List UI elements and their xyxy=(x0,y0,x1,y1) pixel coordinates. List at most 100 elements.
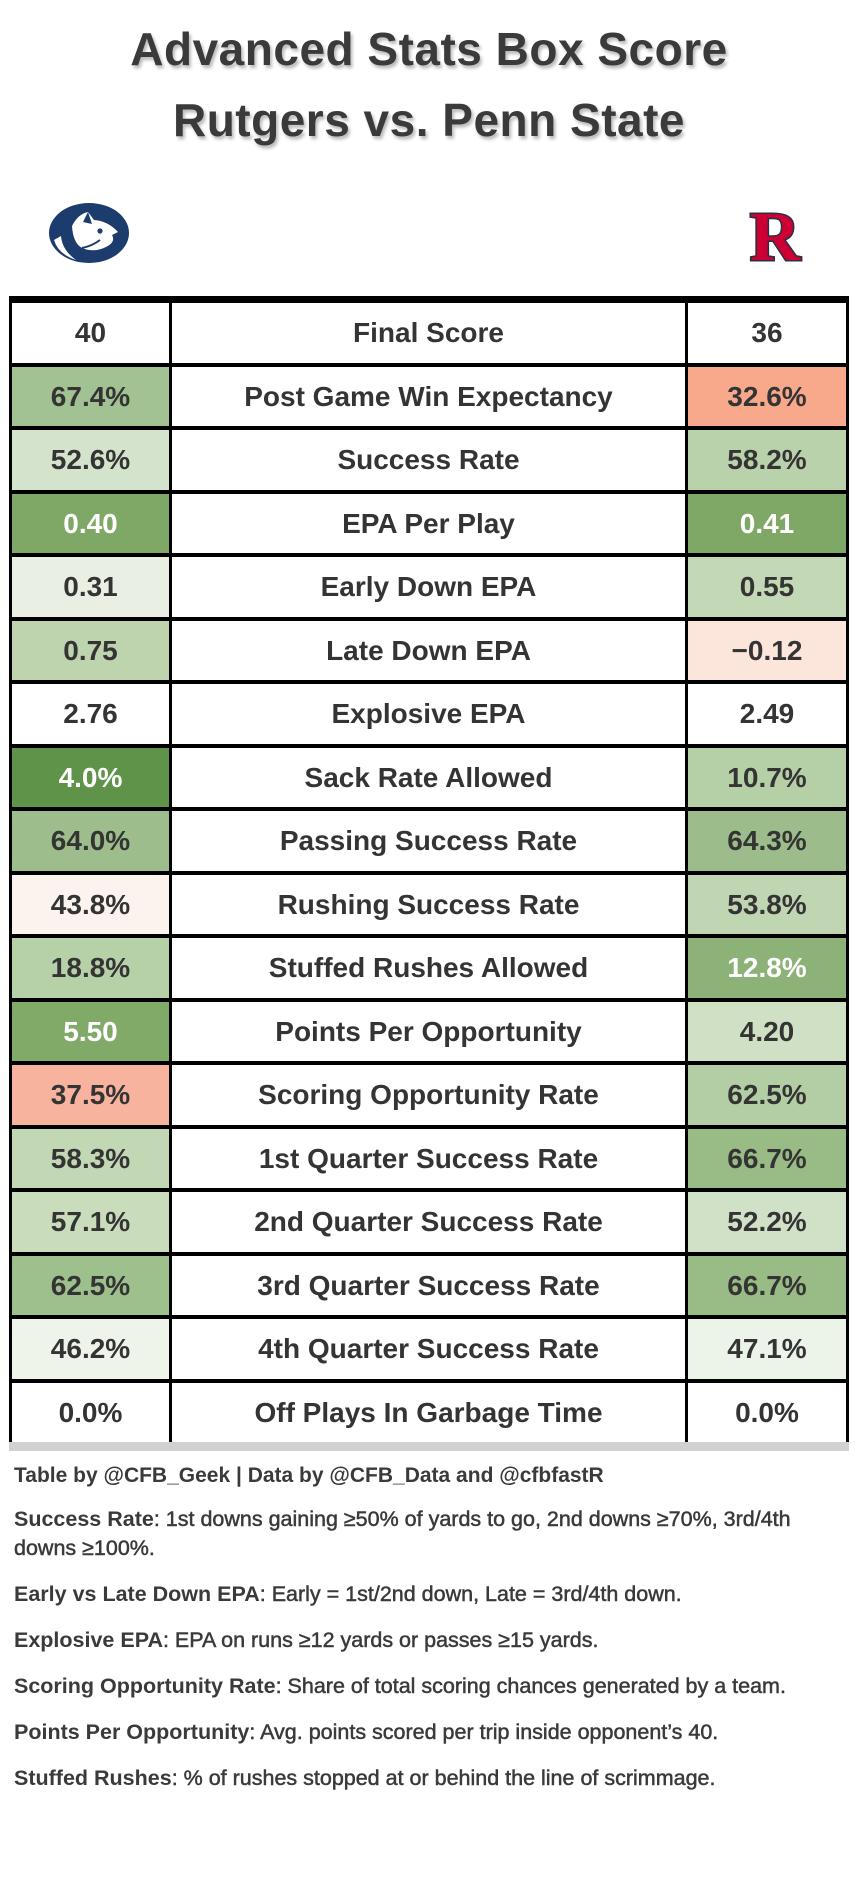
table-row: 0.0% Off Plays In Garbage Time 0.0% xyxy=(12,1382,846,1443)
svg-text:R: R xyxy=(750,202,802,270)
table-row: 0.40 EPA Per Play 0.41 xyxy=(12,493,846,558)
metric-label: 3rd Quarter Success Rate xyxy=(169,1255,688,1316)
stat-value-rutgers: 2.49 xyxy=(688,684,846,744)
metric-label: Final Score xyxy=(169,303,688,363)
footnote: Scoring Opportunity Rate: Share of total… xyxy=(14,1672,842,1701)
footnote-text: : EPA on runs ≥12 yards or passes ≥15 ya… xyxy=(162,1628,599,1653)
page-title-line2: Rutgers vs. Penn State xyxy=(172,94,686,147)
stat-value-penn-state: 5.50 xyxy=(12,1001,169,1062)
footnote-text: : Share of total scoring chances generat… xyxy=(275,1674,786,1699)
stat-value-rutgers: 47.1% xyxy=(688,1319,846,1379)
table-row: 2.76 Explosive EPA 2.49 xyxy=(12,684,846,748)
footnote-text: : 1st downs gaining ≥50% of yards to go,… xyxy=(14,1507,791,1561)
stat-value-rutgers: 53.8% xyxy=(688,874,846,935)
stat-value-rutgers: 10.7% xyxy=(688,747,846,808)
footnote-term: Points Per Opportunity xyxy=(14,1720,250,1745)
stat-value-penn-state: 18.8% xyxy=(12,938,169,998)
table-row: 64.0% Passing Success Rate 64.3% xyxy=(12,811,846,875)
stat-value-rutgers: 12.8% xyxy=(688,938,846,998)
metric-label: Off Plays In Garbage Time xyxy=(169,1382,688,1443)
footnote: Early vs Late Down EPA: Early = 1st/2nd … xyxy=(14,1580,842,1609)
table-row: 57.1% 2nd Quarter Success Rate 52.2% xyxy=(12,1192,846,1256)
footnote-text: : % of rushes stopped at or behind the l… xyxy=(171,1766,716,1791)
stat-value-penn-state: 0.0% xyxy=(12,1382,169,1443)
footnote: Explosive EPA: EPA on runs ≥12 yards or … xyxy=(14,1626,842,1655)
table-row: 58.3% 1st Quarter Success Rate 66.7% xyxy=(12,1128,846,1193)
table-row: 67.4% Post Game Win Expectancy 32.6% xyxy=(12,366,846,431)
stat-value-penn-state: 37.5% xyxy=(12,1065,169,1125)
stat-value-penn-state: 0.40 xyxy=(12,493,169,554)
stat-value-rutgers: 52.2% xyxy=(688,1192,846,1252)
metric-label: Post Game Win Expectancy xyxy=(169,366,688,427)
table-row: 43.8% Rushing Success Rate 53.8% xyxy=(12,874,846,939)
footnote: Success Rate: 1st downs gaining ≥50% of … xyxy=(14,1505,842,1563)
footnote-term: Early vs Late Down EPA xyxy=(14,1582,260,1607)
table-row: 4.0% Sack Rate Allowed 10.7% xyxy=(12,747,846,812)
table-row: 37.5% Scoring Opportunity Rate 62.5% xyxy=(12,1065,846,1129)
metric-label: Scoring Opportunity Rate xyxy=(169,1065,688,1125)
stat-value-penn-state: 57.1% xyxy=(12,1192,169,1252)
stat-value-rutgers: 32.6% xyxy=(688,366,846,427)
table-row: 5.50 Points Per Opportunity 4.20 xyxy=(12,1001,846,1066)
footnotes-section: Success Rate: 1st downs gaining ≥50% of … xyxy=(14,1505,844,1793)
table-bottom-bar xyxy=(9,1442,849,1452)
metric-label: EPA Per Play xyxy=(169,493,688,554)
stat-value-penn-state: 62.5% xyxy=(12,1255,169,1316)
page-title: Advanced Stats Box Score Rutgers vs. Pen… xyxy=(0,0,858,148)
table-row: 46.2% 4th Quarter Success Rate 47.1% xyxy=(12,1319,846,1383)
stat-value-rutgers: 0.0% xyxy=(688,1382,846,1443)
stat-value-penn-state: 67.4% xyxy=(12,366,169,427)
metric-label: 4th Quarter Success Rate xyxy=(169,1319,688,1379)
footnote: Points Per Opportunity: Avg. points scor… xyxy=(14,1718,842,1747)
stat-value-penn-state: 43.8% xyxy=(12,874,169,935)
stat-value-penn-state: 46.2% xyxy=(12,1319,169,1379)
table-row: 18.8% Stuffed Rushes Allowed 12.8% xyxy=(12,938,846,1002)
stat-value-rutgers: 64.3% xyxy=(688,811,846,871)
footnote-text: : Early = 1st/2nd down, Late = 3rd/4th d… xyxy=(259,1582,682,1607)
metric-label: Passing Success Rate xyxy=(169,811,688,871)
metric-label: Explosive EPA xyxy=(169,684,688,744)
footnote-term: Success Rate xyxy=(14,1507,154,1532)
stat-value-rutgers: 66.7% xyxy=(688,1255,846,1316)
stat-value-penn-state: 58.3% xyxy=(12,1128,169,1189)
stat-value-penn-state: 4.0% xyxy=(12,747,169,808)
metric-label: Points Per Opportunity xyxy=(169,1001,688,1062)
footnote-term: Explosive EPA xyxy=(14,1628,163,1653)
stat-value-rutgers: 58.2% xyxy=(688,430,846,490)
stat-value-rutgers: 0.55 xyxy=(688,557,846,617)
stat-value-penn-state: 64.0% xyxy=(12,811,169,871)
penn-state-logo xyxy=(48,202,130,269)
metric-label: Rushing Success Rate xyxy=(169,874,688,935)
stat-value-rutgers: 62.5% xyxy=(688,1065,846,1125)
team-logos-row: R xyxy=(0,198,858,278)
stats-table-body: 40 Final Score 36 67.4% Post Game Win Ex… xyxy=(12,303,846,1443)
metric-label: Stuffed Rushes Allowed xyxy=(169,938,688,998)
rutgers-logo: R xyxy=(736,198,814,278)
stat-value-penn-state: 0.31 xyxy=(12,557,169,617)
stat-value-penn-state: 52.6% xyxy=(12,430,169,490)
table-row: 62.5% 3rd Quarter Success Rate 66.7% xyxy=(12,1255,846,1320)
stat-value-penn-state: 2.76 xyxy=(12,684,169,744)
table-row: 0.75 Late Down EPA −0.12 xyxy=(12,620,846,685)
table-row: 52.6% Success Rate 58.2% xyxy=(12,430,846,494)
credit-line: Table by @CFB_Geek | Data by @CFB_Data a… xyxy=(14,1464,604,1488)
metric-label: 2nd Quarter Success Rate xyxy=(169,1192,688,1252)
footnote-text: : Avg. points scored per trip inside opp… xyxy=(249,1720,719,1745)
stat-value-rutgers: 36 xyxy=(688,303,846,363)
footnote-term: Scoring Opportunity Rate xyxy=(14,1674,276,1699)
stat-value-rutgers: 66.7% xyxy=(688,1128,846,1189)
page-title-line1: Advanced Stats Box Score xyxy=(130,23,728,75)
metric-label: Success Rate xyxy=(169,430,688,490)
stats-table: 40 Final Score 36 67.4% Post Game Win Ex… xyxy=(9,296,849,1443)
table-row: 40 Final Score 36 xyxy=(12,303,846,367)
footnote: Stuffed Rushes: % of rushes stopped at o… xyxy=(14,1764,842,1793)
metric-label: Late Down EPA xyxy=(169,620,688,681)
stat-value-penn-state: 40 xyxy=(12,303,169,363)
table-row: 0.31 Early Down EPA 0.55 xyxy=(12,557,846,621)
stat-value-rutgers: 0.41 xyxy=(688,493,846,554)
metric-label: 1st Quarter Success Rate xyxy=(169,1128,688,1189)
stat-value-rutgers: −0.12 xyxy=(688,620,846,681)
stat-value-penn-state: 0.75 xyxy=(12,620,169,681)
metric-label: Early Down EPA xyxy=(169,557,688,617)
